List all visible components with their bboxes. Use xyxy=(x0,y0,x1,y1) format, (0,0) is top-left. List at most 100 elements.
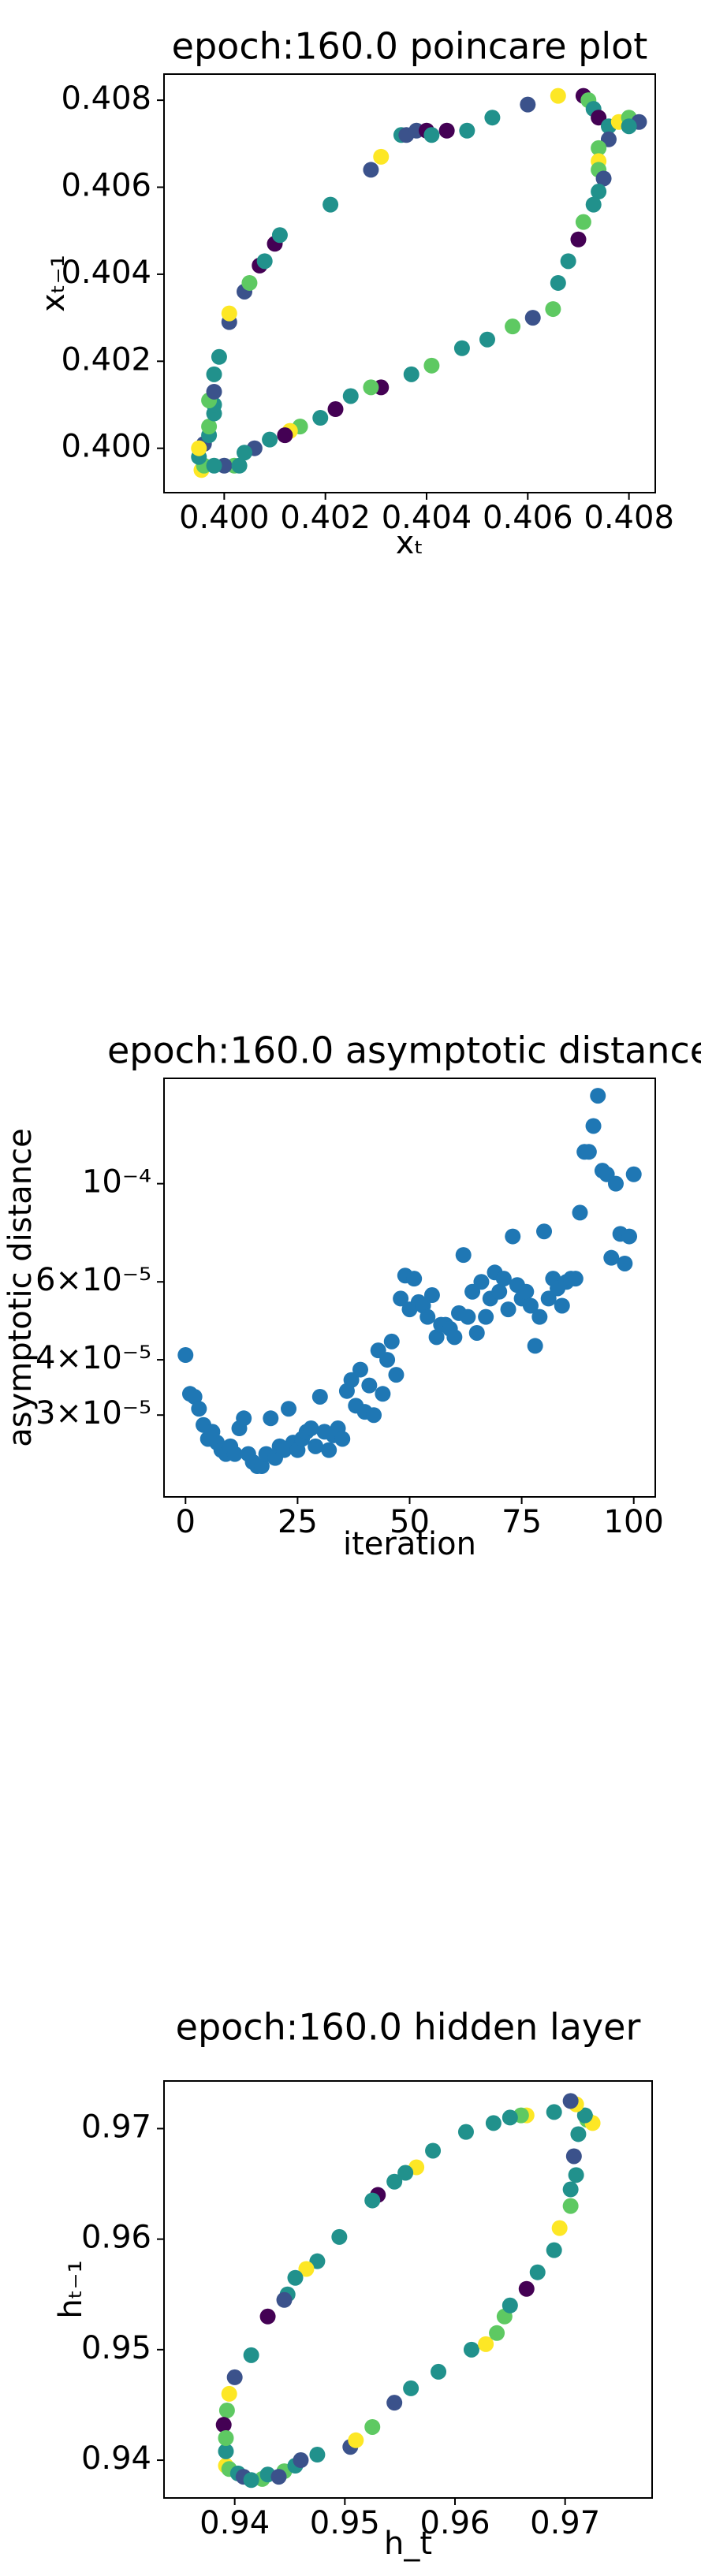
x-tick-label: 0.408 xyxy=(584,500,674,536)
point xyxy=(565,2148,582,2165)
y-axis-label: hₜ₋₁ xyxy=(53,2260,89,2318)
point xyxy=(590,1088,606,1104)
point xyxy=(502,2109,518,2126)
point xyxy=(522,1297,539,1314)
point xyxy=(373,148,390,165)
point xyxy=(518,2280,535,2297)
x-tick-label: 25 xyxy=(278,1504,318,1540)
x-axis-label: iteration xyxy=(343,1526,476,1562)
point xyxy=(206,366,222,382)
point xyxy=(423,127,440,143)
y-tick-label: 0.96 xyxy=(81,2220,151,2256)
point xyxy=(621,1228,638,1245)
plot-frame xyxy=(163,1078,656,1498)
point xyxy=(455,1247,472,1264)
point xyxy=(500,1301,516,1318)
y-tick-label: 6×10⁻⁵ xyxy=(35,1262,151,1298)
point xyxy=(342,388,359,404)
point xyxy=(287,2269,304,2286)
x-tick-label: 75 xyxy=(502,1504,542,1540)
point xyxy=(591,184,607,200)
y-tick-label: 3×10⁻⁵ xyxy=(35,1395,151,1431)
point xyxy=(309,2447,326,2463)
point xyxy=(393,1290,409,1307)
point xyxy=(495,1271,512,1287)
point xyxy=(243,2472,259,2489)
point xyxy=(177,1347,194,1364)
plot-frame xyxy=(163,2080,653,2499)
point xyxy=(243,2347,259,2363)
point xyxy=(518,1283,535,1300)
point xyxy=(271,227,288,244)
y-tick-label: 0.404 xyxy=(61,255,151,291)
point xyxy=(545,301,561,318)
point xyxy=(473,1274,490,1290)
point xyxy=(428,1329,445,1346)
point xyxy=(397,2165,414,2181)
y-tick-label: 0.402 xyxy=(61,341,151,378)
point xyxy=(270,2469,287,2485)
point xyxy=(256,253,273,270)
point xyxy=(215,2417,232,2433)
point xyxy=(308,1438,324,1454)
point xyxy=(206,457,222,474)
point xyxy=(366,1407,382,1424)
point xyxy=(276,2291,293,2308)
point xyxy=(562,2198,579,2214)
point xyxy=(460,1308,476,1325)
point xyxy=(221,305,237,322)
point xyxy=(231,457,248,474)
point xyxy=(423,1287,440,1304)
chart-title: epoch:160.0 hidden layer xyxy=(176,2006,641,2049)
point xyxy=(576,2107,593,2124)
point xyxy=(253,1457,270,1474)
point xyxy=(406,1271,423,1287)
x-tick-label: 0.96 xyxy=(419,2505,490,2541)
point xyxy=(550,274,566,291)
point xyxy=(550,87,566,104)
point xyxy=(226,1446,243,1462)
point xyxy=(546,2104,562,2120)
point xyxy=(489,2325,505,2341)
point xyxy=(201,419,218,435)
x-tick-label: 0.402 xyxy=(280,500,371,536)
point xyxy=(312,410,329,426)
x-tick-label: 0.97 xyxy=(530,2505,600,2541)
point xyxy=(585,196,602,213)
point xyxy=(218,2443,234,2459)
point xyxy=(607,1175,624,1192)
point xyxy=(375,1386,391,1402)
point xyxy=(570,231,587,248)
point xyxy=(323,196,339,213)
y-tick-label: 0.408 xyxy=(61,80,151,117)
x-tick-label: 0.406 xyxy=(483,500,573,536)
y-tick-label: 10⁻⁴ xyxy=(82,1164,151,1201)
y-axis-label: asymptotic distance xyxy=(2,1128,39,1447)
x-tick-label: 0.95 xyxy=(310,2505,380,2541)
point xyxy=(221,2385,237,2402)
chart-title: epoch:160.0 poincare plot xyxy=(172,25,648,68)
point xyxy=(298,2261,315,2277)
point xyxy=(327,401,344,418)
point xyxy=(303,1420,319,1437)
point xyxy=(277,427,293,444)
y-tick-label: 0.95 xyxy=(81,2330,151,2366)
x-axis-label: h_t xyxy=(384,2526,432,2562)
point xyxy=(361,1377,378,1394)
point xyxy=(562,2181,579,2198)
point xyxy=(520,96,536,113)
point xyxy=(363,162,379,178)
point xyxy=(485,2115,502,2131)
point xyxy=(262,431,278,448)
point xyxy=(562,2093,579,2109)
y-axis-label: xₜ₋₁ xyxy=(35,255,72,312)
y-tick-label: 0.406 xyxy=(61,168,151,204)
point xyxy=(211,348,227,365)
plot-frame xyxy=(163,73,656,493)
point xyxy=(457,2124,474,2140)
point xyxy=(419,1308,436,1325)
point xyxy=(505,318,521,335)
point xyxy=(546,2242,562,2258)
